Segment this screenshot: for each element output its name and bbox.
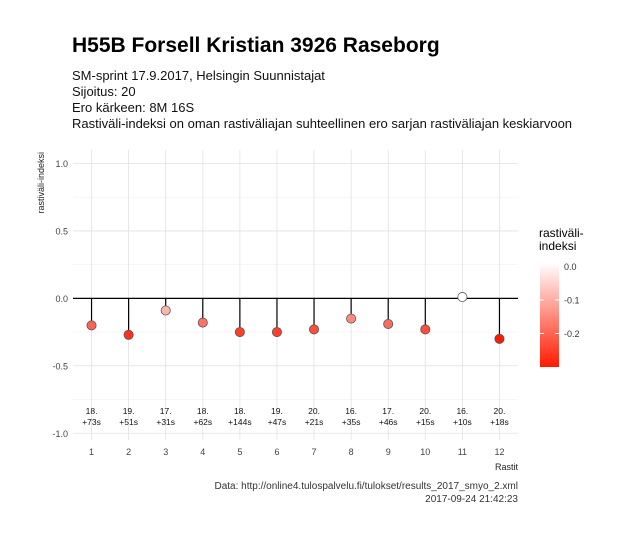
data-point (457, 292, 468, 303)
x-tick-label: 1 (89, 447, 94, 457)
y-tick-label: -0.5 (52, 361, 68, 371)
time-diff-label: +35s (342, 417, 361, 427)
grid (73, 150, 518, 440)
rank-label: 20. (494, 406, 506, 416)
legend-tick-label: -0.2 (564, 329, 580, 339)
chart-title: H55B Forsell Kristian 3926 Raseborg (72, 34, 440, 57)
x-tick-label: 10 (420, 447, 430, 457)
legend: rastiväli-indeksi 0.0 -0.1 -0.2 (539, 226, 584, 367)
data-point (383, 318, 394, 329)
time-diff-label: +10s (453, 417, 472, 427)
time-diff-label: +62s (193, 417, 212, 427)
y-tick-label: 0.5 (55, 226, 68, 236)
legend-title: rastiväli- (539, 226, 584, 240)
rank-label: 19. (123, 406, 135, 416)
time-diff-label: +144s (228, 417, 251, 427)
time-diff-label: +46s (379, 417, 398, 427)
data-point (86, 320, 97, 331)
x-tick-label: 9 (386, 447, 391, 457)
rank-label: 16. (456, 406, 468, 416)
rank-label: 17. (382, 406, 394, 416)
data-point (160, 305, 171, 316)
time-diff-label: +47s (268, 417, 287, 427)
rank-label: 18. (86, 406, 98, 416)
x-tick-label: 5 (237, 447, 242, 457)
timestamp-caption: 2017-09-24 21:42:23 (425, 494, 518, 505)
x-tick-label: 3 (163, 447, 168, 457)
time-diff-label: +51s (119, 417, 138, 427)
time-diff-label: +18s (490, 417, 509, 427)
legend-colorbar (540, 263, 559, 367)
rank-label: 18. (234, 406, 246, 416)
y-tick-label: 1.0 (55, 159, 68, 169)
data-point (346, 313, 357, 324)
x-tick-label: 11 (458, 447, 467, 457)
data-marks (86, 292, 505, 344)
source-caption: Data: http://online4.tulospalvelu.fi/tul… (214, 481, 518, 492)
legend-title: indeksi (539, 239, 576, 253)
subtitle-event: SM-sprint 17.9.2017, Helsingin Suunnista… (72, 68, 325, 83)
rank-label: 20. (308, 406, 320, 416)
x-tick-label: 12 (494, 447, 504, 457)
x-tick-label: 2 (126, 447, 131, 457)
y-tick-label: 0.0 (55, 294, 68, 304)
legend-tick-label: 0.0 (564, 262, 577, 272)
axes: 1.00.50.0-0.5-1.01 2 3 4 5 6 7 8 9 10 11 12Rastitra… (36, 152, 518, 472)
data-point (234, 327, 245, 338)
x-tick-label: 8 (349, 447, 354, 457)
rank-label: 18. (197, 406, 209, 416)
y-tick-label: -1.0 (52, 429, 68, 439)
data-point (197, 317, 208, 328)
x-tick-label: 4 (200, 447, 205, 457)
data-point (271, 327, 282, 338)
data-point (123, 329, 134, 340)
time-diff-label: +21s (305, 417, 324, 427)
rank-label: 17. (160, 406, 172, 416)
rank-label: 20. (419, 406, 431, 416)
x-tick-label: 6 (274, 447, 279, 457)
subtitle-description: Rastiväli-indeksi on oman rastiväliajan … (72, 116, 573, 131)
legend-tick-label: -0.1 (564, 295, 580, 305)
data-point (420, 324, 431, 335)
subtitle-gap: Ero kärkeen: 8M 16S (72, 100, 195, 115)
data-point (309, 324, 320, 335)
time-diff-label: +15s (416, 417, 435, 427)
rank-label: 16. (345, 406, 357, 416)
subtitle-rank: Sijoitus: 20 (72, 84, 136, 99)
y-axis-title: rastiväli-indeksi (36, 152, 46, 214)
annotations: 18.+73s19.+51s17.+31s18.+62s18.+144s19.+… (82, 406, 509, 427)
data-point (494, 333, 505, 344)
time-diff-label: +73s (82, 417, 101, 427)
time-diff-label: +31s (156, 417, 175, 427)
rank-label: 19. (271, 406, 283, 416)
x-axis-title: Rastit (495, 462, 519, 472)
x-tick-label: 7 (312, 447, 317, 457)
